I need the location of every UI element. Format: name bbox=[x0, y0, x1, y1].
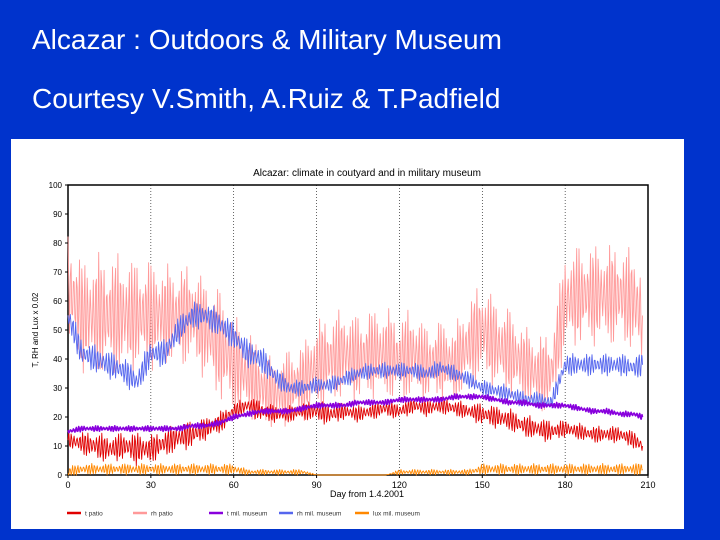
slide-title: Alcazar : Outdoors & Military Museum bbox=[32, 24, 502, 55]
chart-svg: Alcazar: climate in coutyard and in mili… bbox=[31, 168, 656, 518]
legend-label: rh mil. museum bbox=[297, 511, 341, 518]
chart-title: Alcazar: climate in coutyard and in mili… bbox=[253, 168, 481, 179]
series-line-rh-patio bbox=[67, 236, 643, 428]
x-tick-label: 150 bbox=[475, 480, 490, 490]
series-line-t-mil-museum bbox=[67, 393, 644, 434]
y-tick-label: 90 bbox=[53, 210, 62, 219]
x-tick-label: 60 bbox=[229, 480, 239, 490]
x-tick-label: 30 bbox=[146, 480, 156, 490]
y-tick-label: 10 bbox=[53, 442, 62, 451]
y-tick-label: 40 bbox=[53, 355, 62, 364]
series-layer bbox=[67, 236, 644, 476]
x-tick-label: 120 bbox=[392, 480, 407, 490]
y-tick-label: 20 bbox=[53, 413, 62, 422]
legend-label: rh patio bbox=[151, 511, 173, 518]
x-tick-label: 0 bbox=[65, 480, 70, 490]
y-tick-label: 60 bbox=[53, 297, 62, 306]
series-line-lux-mil-museum bbox=[67, 462, 643, 476]
y-tick-label: 100 bbox=[49, 181, 63, 190]
y-axis-label: T, RH and Lux x 0.02 bbox=[31, 292, 40, 367]
legend: t patio rh patio t mil. museum rh mil. muse… bbox=[67, 511, 420, 518]
x-axis: 0 30 60 90 120 150 180 210 bbox=[65, 475, 656, 490]
y-tick-label: 0 bbox=[58, 471, 63, 480]
series-line-t-patio bbox=[67, 396, 643, 467]
x-tick-label: 210 bbox=[640, 480, 655, 490]
x-tick-label: 180 bbox=[558, 480, 573, 490]
legend-label: t patio bbox=[85, 511, 103, 518]
x-axis-label: Day from 1.4.2001 bbox=[330, 489, 404, 499]
x-tick-label: 90 bbox=[312, 480, 322, 490]
y-tick-label: 50 bbox=[53, 326, 62, 335]
y-tick-label: 80 bbox=[53, 239, 62, 248]
y-tick-label: 70 bbox=[53, 268, 62, 277]
chart-figure: Alcazar: climate in coutyard and in mili… bbox=[11, 139, 684, 529]
legend-label: t mil. museum bbox=[227, 511, 267, 518]
series-line-rh-mil-museum bbox=[67, 301, 643, 409]
slide-subtitle: Courtesy V.Smith, A.Ruiz & T.Padfield bbox=[32, 83, 501, 114]
y-tick-label: 30 bbox=[53, 384, 62, 393]
y-axis: 0 10 20 30 40 50 60 70 80 90 100 bbox=[49, 181, 68, 480]
legend-label: lux mil. museum bbox=[373, 511, 420, 518]
